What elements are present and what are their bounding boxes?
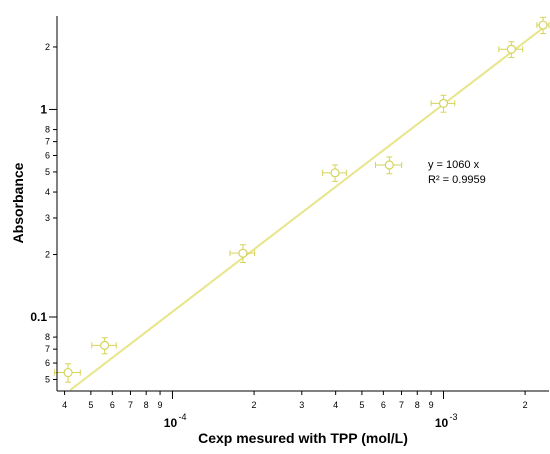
x-decade-label: 10 [435,416,449,430]
x-axis-title: Cexp mesured with TPP (mol/L) [198,430,408,446]
data-point [238,248,248,258]
data-point-group [53,363,81,383]
data-point [538,20,548,30]
y-axis-title: Absorbance [10,162,26,243]
x-decade-label: 10 [164,416,178,430]
data-point-group [229,244,256,264]
y-decade-label: 0.1 [30,310,47,324]
x-tick-label: 5 [359,400,364,410]
data-point-group [536,16,550,35]
data-point [438,98,449,108]
y-tick-label: 2 [45,250,50,260]
fit-equation: y = 1060 x [428,159,480,171]
x-tick-label: 8 [144,400,149,410]
y-tick-label: 2 [45,42,50,52]
x-decade-exponent: -4 [178,412,186,422]
y-tick-label: 5 [45,374,50,384]
x-tick-label: 2 [523,400,528,410]
x-tick-label: 3 [299,400,304,410]
fit-layer [69,26,546,391]
x-tick-label: 9 [158,400,163,410]
data-point [100,340,110,350]
x-tick-label: 8 [415,400,420,410]
x-tick-label: 4 [333,400,338,410]
data-point-group [91,337,117,355]
y-tick-label: 6 [45,150,50,160]
data-point [330,168,340,178]
y-tick-label: 8 [45,125,50,135]
x-tick-label: 5 [88,400,93,410]
data-point [63,367,73,378]
y-decade-label: 1 [40,102,47,116]
data-point [506,44,516,54]
x-decade-exponent: -3 [450,412,458,422]
data-point-group [322,164,347,182]
points-layer [53,16,550,383]
y-tick-label: 7 [45,344,50,354]
fit-line [69,26,546,391]
y-tick-label: 8 [45,332,50,342]
y-tick-label: 6 [45,358,50,368]
x-tick-label: 6 [381,400,386,410]
data-point-group [374,156,403,175]
y-tick-label: 3 [45,213,50,223]
data-point-group [430,94,456,113]
fit-r-squared: R² = 0.9959 [428,174,486,186]
x-tick-label: 6 [110,400,115,410]
x-tick-label: 2 [252,400,257,410]
axes-layer [56,16,549,392]
x-tick-label: 7 [399,400,404,410]
y-tick-label: 7 [45,137,50,147]
data-point-group [498,41,524,58]
x-tick-label: 9 [429,400,434,410]
x-tick-label: 7 [128,400,133,410]
x-tick-label: 4 [62,400,67,410]
y-tick-label: 4 [45,187,50,197]
data-point [384,160,394,170]
y-tick-label: 5 [45,167,50,177]
